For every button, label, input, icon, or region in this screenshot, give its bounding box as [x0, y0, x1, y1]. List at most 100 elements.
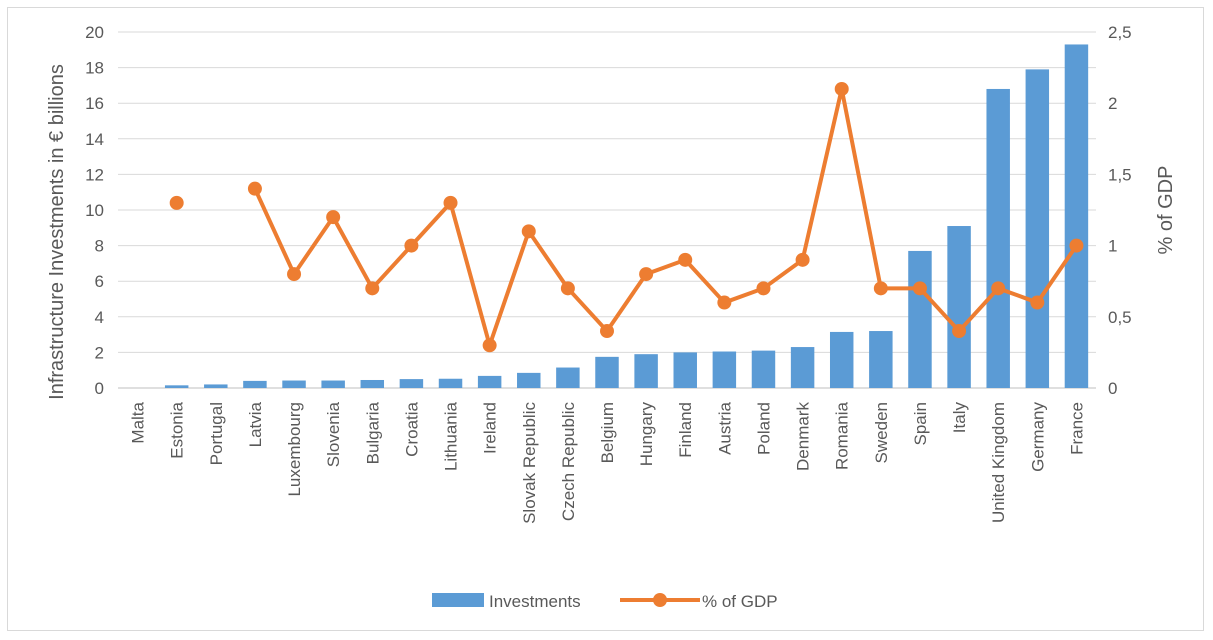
line-marker — [952, 324, 967, 339]
y-axis-right-title: % of GDP — [1155, 166, 1177, 255]
line-marker — [326, 210, 341, 225]
bar — [790, 347, 815, 388]
x-tick-label: Hungary — [637, 402, 656, 467]
y-tick-label: 16 — [85, 94, 104, 113]
x-tick-label: Ireland — [481, 402, 500, 454]
x-tick-label: Italy — [950, 402, 969, 434]
bar — [1064, 44, 1089, 389]
y2-tick-label: 1,5 — [1108, 165, 1132, 184]
line-marker — [560, 281, 575, 296]
legend: Investments % of GDP — [432, 592, 778, 611]
line-marker — [247, 181, 262, 196]
y-tick-label: 4 — [95, 308, 104, 327]
line-marker — [600, 324, 614, 339]
line-marker — [717, 295, 732, 310]
x-tick-label: Poland — [754, 402, 773, 455]
x-tick-label: Estonia — [168, 401, 187, 458]
line-marker — [639, 267, 654, 282]
x-tick-label: Slovak Republic — [520, 402, 539, 524]
legend-swatch-investments — [432, 593, 484, 607]
x-axis-ticks: Malta Estonia Portugal Latvia Luxembourg Slov… — [129, 401, 1087, 523]
x-tick-label: Lithuania — [442, 401, 461, 471]
line-marker — [756, 281, 771, 296]
bar — [751, 350, 776, 388]
bar — [869, 331, 893, 388]
x-tick-label: Romania — [833, 401, 852, 470]
y-tick-label: 8 — [95, 237, 104, 256]
line-marker — [365, 281, 380, 296]
x-tick-label: France — [1067, 402, 1086, 455]
bar — [360, 379, 385, 388]
bar — [399, 379, 424, 388]
line-marker — [482, 338, 497, 353]
bar — [438, 378, 463, 388]
x-tick-label: Latvia — [246, 401, 265, 447]
y-tick-label: 20 — [85, 23, 104, 42]
x-tick-label: Austria — [715, 401, 734, 454]
y-tick-label: 14 — [85, 130, 104, 149]
x-tick-label: United Kingdom — [989, 402, 1008, 523]
line-marker — [991, 281, 1006, 296]
legend-swatch-gdp-marker — [653, 593, 667, 607]
bar — [321, 380, 345, 388]
line-marker — [678, 252, 693, 267]
y2-tick-label: 1 — [1108, 237, 1117, 256]
x-tick-label: Bulgaria — [363, 401, 382, 464]
legend-label-gdp: % of GDP — [702, 592, 778, 611]
line-marker — [1030, 295, 1045, 310]
x-tick-label: Denmark — [794, 402, 813, 471]
x-tick-label: Portugal — [207, 402, 226, 465]
legend-label-investments: Investments — [489, 592, 581, 611]
y2-tick-label: 2 — [1108, 94, 1117, 113]
y-tick-label: 12 — [85, 165, 104, 184]
y2-tick-label: 0 — [1108, 379, 1117, 398]
line-marker — [912, 281, 927, 296]
y-tick-label: 10 — [85, 201, 104, 220]
bars-investments — [164, 44, 1089, 389]
x-tick-label: Slovenia — [324, 401, 343, 467]
bar — [243, 380, 267, 388]
series-line — [253, 86, 1079, 348]
line-marker — [169, 195, 184, 210]
x-tick-label: Czech Republic — [559, 402, 578, 522]
bar — [986, 88, 1010, 389]
bar — [164, 385, 189, 388]
y-tick-label: 6 — [95, 272, 104, 291]
bar — [947, 226, 971, 388]
bar — [712, 351, 737, 388]
line-marker — [443, 195, 458, 210]
x-tick-label: Finland — [676, 402, 695, 458]
line-marker — [287, 267, 302, 282]
bar — [908, 250, 932, 388]
x-tick-label: Spain — [911, 402, 930, 445]
line-marker — [404, 238, 419, 253]
y-tick-label: 0 — [95, 379, 104, 398]
gridlines — [118, 31, 1096, 389]
bar — [477, 375, 502, 388]
line-marker — [1069, 238, 1084, 253]
bar — [556, 367, 580, 388]
line-gdp-share — [169, 81, 1084, 353]
y2-tick-label: 2,5 — [1108, 23, 1132, 42]
line-marker — [834, 81, 849, 96]
line-marker — [795, 252, 810, 267]
bar — [829, 331, 854, 388]
x-tick-label: Luxembourg — [285, 402, 304, 497]
x-tick-label: Germany — [1028, 402, 1047, 472]
x-tick-label: Malta — [129, 401, 148, 443]
line-marker — [873, 281, 888, 296]
x-tick-label: Belgium — [598, 402, 617, 463]
y-axis-left-title: Infrastructure Investments in € billions — [46, 64, 68, 400]
y-axis-left-ticks: 0 2 4 6 8 10 12 14 16 18 20 — [85, 23, 104, 398]
y-tick-label: 18 — [85, 59, 104, 78]
x-tick-label: Croatia — [402, 401, 421, 456]
bar — [282, 380, 306, 388]
bar — [595, 356, 619, 388]
y2-tick-label: 0,5 — [1108, 308, 1132, 327]
bar — [673, 352, 697, 388]
bar — [634, 354, 658, 388]
bar — [517, 372, 541, 388]
bar — [1025, 69, 1050, 388]
x-tick-label: Sweden — [872, 402, 891, 463]
